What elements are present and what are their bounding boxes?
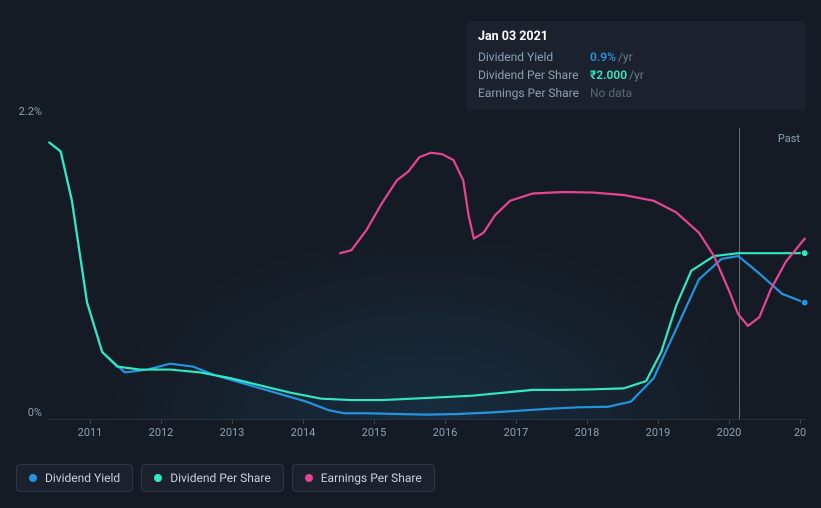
x-axis-tick (232, 420, 233, 424)
x-axis-label: 2017 (504, 426, 529, 439)
legend-item[interactable]: Dividend Per Share (141, 464, 284, 492)
x-axis-tick (90, 420, 91, 424)
chart-lines (48, 128, 806, 419)
series-line (340, 153, 805, 326)
x-axis-labels: 2011201220132014201520162017201820192020… (48, 426, 806, 440)
x-axis-tick (658, 420, 659, 424)
y-axis-bottom-label: 0% (28, 406, 42, 419)
legend-item[interactable]: Dividend Yield (16, 464, 133, 492)
tooltip-row-label: Earnings Per Share (478, 86, 590, 100)
series-line (49, 143, 804, 401)
x-axis-label: 2018 (575, 426, 600, 439)
tooltip-row: Dividend Per Share₹2.000/yr (478, 66, 794, 84)
x-axis-label: 2019 (646, 426, 671, 439)
chart-container: 2.2% 0% Past 2011 2012 2013 2014 2015 2016 201… (16, 100, 806, 450)
tooltip-row-value: 0.9%/yr (590, 50, 633, 64)
x-axis-tick (729, 420, 730, 424)
plot-area[interactable]: Past (48, 128, 806, 420)
x-axis-label: 20 (794, 426, 806, 439)
x-axis-tick (445, 420, 446, 424)
tooltip-row: Dividend Yield0.9%/yr (478, 48, 794, 66)
legend: Dividend Yield Dividend Per Share Earnings… (16, 464, 435, 492)
tooltip-row-value: ₹2.000/yr (590, 68, 644, 82)
legend-item[interactable]: Earnings Per Share (292, 464, 435, 492)
series-end-marker (801, 250, 808, 257)
tooltip-row-label: Dividend Per Share (478, 68, 590, 82)
x-axis-tick (587, 420, 588, 424)
tooltip-date: Jan 03 2021 (478, 29, 794, 44)
legend-label: Dividend Yield (45, 471, 120, 485)
series-end-marker (801, 299, 808, 306)
legend-label: Dividend Per Share (170, 471, 271, 485)
x-axis-label: 2012 (149, 426, 174, 439)
legend-dot-icon (305, 474, 313, 482)
x-axis-label: 2013 (220, 426, 245, 439)
x-axis-tick (516, 420, 517, 424)
legend-label: Earnings Per Share (321, 471, 422, 485)
series-line (49, 143, 804, 415)
chart-tooltip: Jan 03 2021 Dividend Yield0.9%/yrDividen… (466, 21, 806, 110)
x-axis-tick (303, 420, 304, 424)
x-axis-label: 2016 (433, 426, 458, 439)
tooltip-row-label: Dividend Yield (478, 50, 590, 64)
x-axis-label: 2020 (717, 426, 742, 439)
y-axis-top-label: 2.2% (19, 105, 42, 118)
x-axis-tick (161, 420, 162, 424)
x-axis-tick (374, 420, 375, 424)
legend-dot-icon (29, 474, 37, 482)
x-axis-label: 2011 (78, 426, 103, 439)
x-axis-tick (800, 420, 801, 424)
tooltip-row-value: No data (590, 86, 632, 100)
x-axis-label: 2014 (291, 426, 316, 439)
legend-dot-icon (154, 474, 162, 482)
x-axis-label: 2015 (362, 426, 387, 439)
